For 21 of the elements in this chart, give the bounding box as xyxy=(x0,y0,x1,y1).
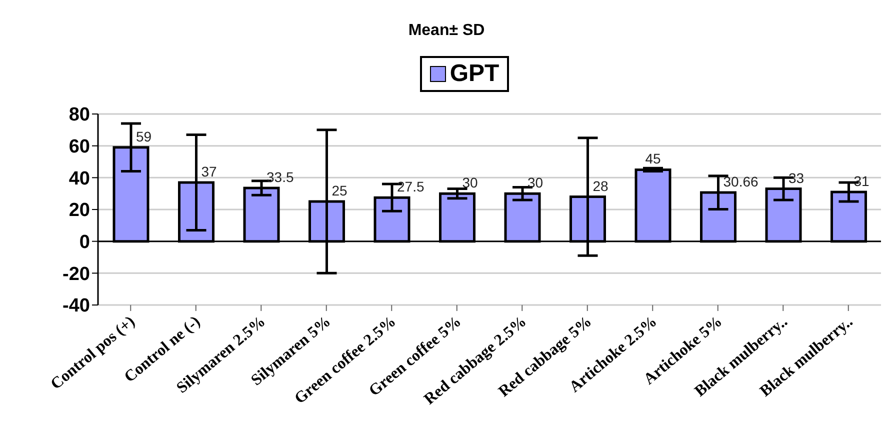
data-label: 37 xyxy=(201,163,218,180)
data-label: 27.5 xyxy=(397,178,424,195)
data-label: 30.66 xyxy=(723,174,758,190)
data-label: 33.5 xyxy=(266,169,294,186)
y-tick-label: 60 xyxy=(68,136,90,158)
data-label: 30 xyxy=(528,174,544,191)
y-tick-label: -40 xyxy=(62,296,90,317)
data-label: 28 xyxy=(592,178,609,194)
y-tick-label: 0 xyxy=(79,232,90,254)
y-tick-label: 80 xyxy=(68,104,90,126)
data-label: 31 xyxy=(854,172,870,189)
y-tick-label: -20 xyxy=(62,264,90,285)
data-label: 25 xyxy=(332,182,348,199)
y-tick-label: 40 xyxy=(68,168,90,190)
legend-label: GPT xyxy=(448,60,500,88)
data-label: 59 xyxy=(136,128,152,144)
y-tick-label: 20 xyxy=(68,200,90,222)
data-label: 33 xyxy=(788,170,804,186)
chart-title: Mean± SD xyxy=(407,21,486,41)
data-label: 45 xyxy=(645,150,661,167)
data-label: 30 xyxy=(462,174,478,191)
